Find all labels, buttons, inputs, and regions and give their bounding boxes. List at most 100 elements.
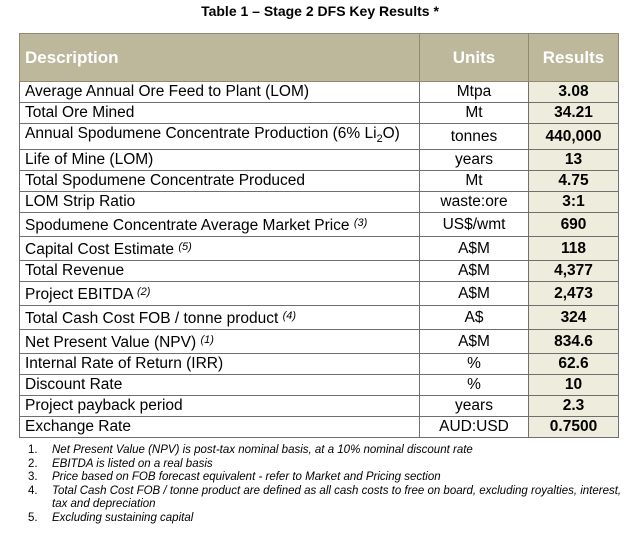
table-row: Project payback period years 2.3 <box>19 395 619 418</box>
table-row: Total Ore Mined Mt 34.21 <box>19 102 619 124</box>
row-units: A$M <box>419 281 529 307</box>
row-description: Life of Mine (LOM) <box>19 149 420 172</box>
row-result: 13 <box>528 149 619 172</box>
row-result: 4.75 <box>528 170 619 193</box>
footnote-item: 1. Net Present Value (NPV) is post-tax no… <box>28 444 628 458</box>
table-header-row: Description Units Results <box>19 33 619 82</box>
row-units: years <box>419 395 529 418</box>
table-title: Table 1 – Stage 2 DFS Key Results * <box>201 3 439 19</box>
table-row: Total Revenue A$M 4,377 <box>19 260 619 283</box>
row-units: US$/wmt <box>419 212 529 238</box>
table-row: Discount Rate% 10 <box>19 374 619 397</box>
description-text: Life of Mine (LOM) <box>25 151 154 169</box>
description-text: Exchange Rate <box>25 418 131 436</box>
row-description: Project EBITDA (2) <box>19 281 420 307</box>
description-text: Total Cash Cost FOB / tonne product <box>25 310 279 328</box>
row-description: Average Annual Ore Feed to Plant (LOM) <box>19 81 420 103</box>
row-result: 2.3 <box>528 395 619 418</box>
row-description: Net Present Value (NPV) (1) <box>19 329 420 355</box>
row-units: A$M <box>419 260 529 283</box>
table-row: Average Annual Ore Feed to Plant (LOM) Mt… <box>19 81 619 103</box>
description-text: Spodumene Concentrate Average Market Pri… <box>25 217 350 235</box>
row-result: 10 <box>528 374 619 397</box>
table-row: Total Cash Cost FOB / tonne product (4) A… <box>19 305 619 331</box>
row-description: Internal Rate of Return (IRR) <box>19 353 420 376</box>
row-result: 690 <box>528 212 619 238</box>
footnote-item: 3. Price based on FOB forecast equivalent… <box>28 471 628 485</box>
footnote-item: 4. Total Cash Cost FOB / tonne product ar… <box>28 485 628 512</box>
row-result: 62.6 <box>528 353 619 376</box>
row-description: Exchange Rate <box>19 416 420 439</box>
row-units: % <box>419 374 529 397</box>
row-result: 834.6 <box>528 329 619 355</box>
table-row: Internal Rate of Return (IRR)% 62.6 <box>19 353 619 376</box>
description-text: Total Ore Mined <box>25 104 135 121</box>
row-description: Capital Cost Estimate (5) <box>19 236 420 262</box>
table-row: Life of Mine (LOM) years 13 <box>19 149 619 172</box>
row-units: A$M <box>419 329 529 355</box>
description-text: Project payback period <box>25 397 183 415</box>
description-text: Annual Spodumene Concentrate Production … <box>25 125 377 142</box>
table-row: Exchange Rate AUD:USD 0.7500 <box>19 416 619 439</box>
description-text: Capital Cost Estimate <box>25 241 175 259</box>
row-result: 4,377 <box>528 260 619 283</box>
row-units: A$M <box>419 236 529 262</box>
description-text: Internal Rate of Return (IRR) <box>25 355 224 373</box>
row-description: Annual Spodumene Concentrate Production … <box>19 122 420 151</box>
subscript: 2 <box>376 133 383 146</box>
row-result: 3.08 <box>528 81 619 103</box>
row-description: Project payback period <box>19 395 420 418</box>
row-description: LOM Strip Ratio <box>19 191 420 214</box>
row-units: AUD:USD <box>419 416 529 439</box>
row-description: Total Cash Cost FOB / tonne product (4) <box>19 305 420 331</box>
row-units: Mt <box>419 170 529 193</box>
row-units: waste:ore <box>419 191 529 214</box>
footnote-text: Total Cash Cost FOB / tonne product are … <box>52 484 622 511</box>
row-result: 34.21 <box>528 102 619 124</box>
description-text: LOM Strip Ratio <box>25 193 136 211</box>
row-units: tonnes <box>419 122 529 151</box>
footnotes-list: 1. Net Present Value (NPV) is post-tax no… <box>28 444 628 525</box>
footnote-ref: (4) <box>282 310 297 323</box>
footnote-ref: (1) <box>200 334 214 347</box>
table-row: Project EBITDA (2) A$M 2,473 <box>19 281 619 307</box>
row-result: 2,473 <box>528 281 619 307</box>
footnote-text: Excluding sustaining capital <box>52 511 194 524</box>
footnote-text: EBITDA is listed on a real basis <box>52 457 213 470</box>
row-description: Total Ore Mined <box>19 102 420 124</box>
table-row: Spodumene Concentrate Average Market Pri… <box>19 212 619 238</box>
row-result: 324 <box>528 305 619 331</box>
description-text: Total Spodumene Concentrate Produced <box>25 172 306 190</box>
footnote-number: 1. <box>28 444 38 456</box>
table-row: Capital Cost Estimate (5) A$M 118 <box>19 236 619 262</box>
description-text: Average Annual Ore Feed to Plant (LOM) <box>25 83 310 100</box>
description-text: Project EBITDA <box>25 286 133 304</box>
table-row: Annual Spodumene Concentrate Production … <box>19 122 619 151</box>
key-results-table: Description Units Results Average Annual… <box>19 33 619 439</box>
header-description: Description <box>19 33 420 82</box>
footnote-ref: (3) <box>353 217 368 230</box>
footnote-number: 3. <box>28 471 38 483</box>
row-units: Mt <box>419 102 529 124</box>
description-text: Discount Rate <box>25 376 123 394</box>
footnote-item: 5. Excluding sustaining capital <box>28 512 628 526</box>
row-description: Total Spodumene Concentrate Produced <box>19 170 420 193</box>
footnote-number: 4. <box>28 484 38 497</box>
row-units: A$ <box>419 305 529 331</box>
footnote-ref: (5) <box>178 241 192 254</box>
table-row: LOM Strip Ratio waste:ore 3:1 <box>19 191 619 214</box>
row-description: Discount Rate <box>19 374 420 397</box>
row-result: 0.7500 <box>528 416 619 439</box>
header-results: Results <box>528 33 619 82</box>
header-units: Units <box>419 33 529 82</box>
footnote-ref: (2) <box>137 286 151 299</box>
footnote-text: Net Present Value (NPV) is post-tax nomi… <box>52 444 473 456</box>
row-units: years <box>419 149 529 172</box>
row-description: Spodumene Concentrate Average Market Pri… <box>19 212 420 238</box>
row-units: % <box>419 353 529 376</box>
row-result: 3:1 <box>528 191 619 214</box>
table-row: Total Spodumene Concentrate Produced Mt 4.… <box>19 170 619 193</box>
footnote-text: Price based on FOB forecast equivalent -… <box>52 471 441 483</box>
row-description: Total Revenue <box>19 260 420 283</box>
footnote-number: 5. <box>28 511 38 524</box>
